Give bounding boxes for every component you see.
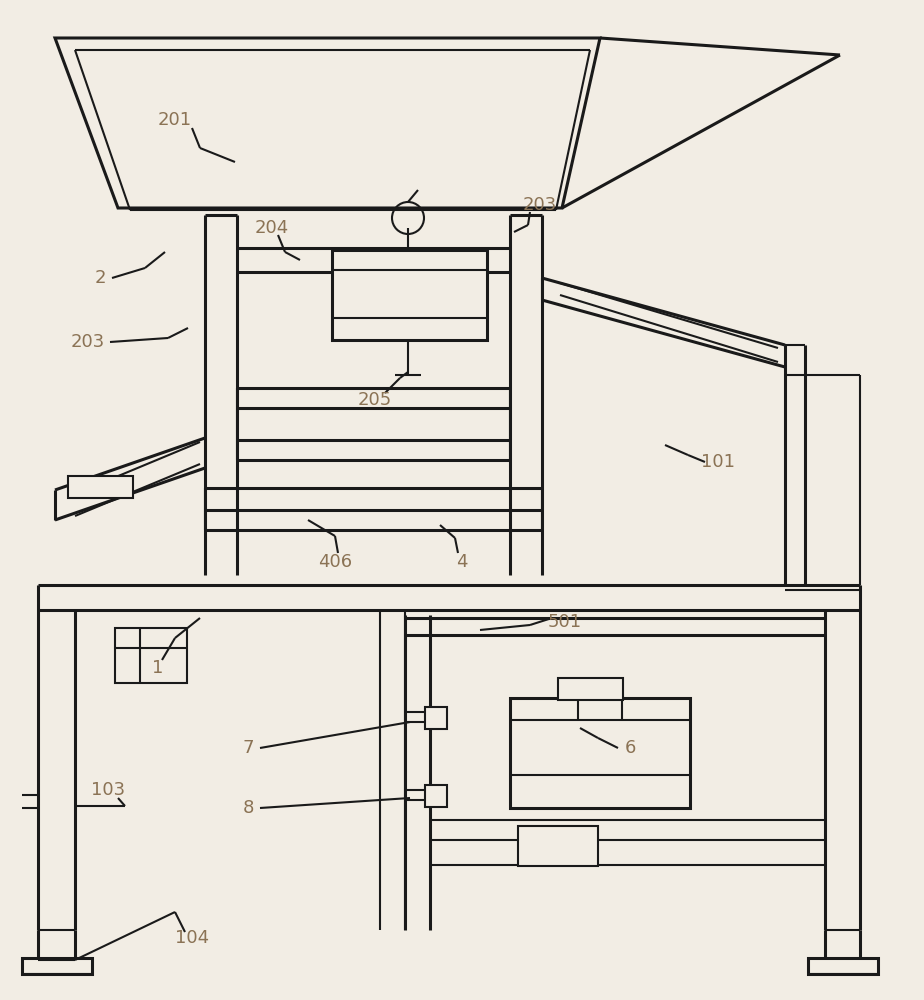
Bar — [808, 958, 878, 974]
Text: 8: 8 — [242, 799, 254, 817]
Text: 201: 201 — [158, 111, 192, 129]
Text: 406: 406 — [318, 553, 352, 571]
Text: 6: 6 — [625, 739, 636, 757]
Text: 104: 104 — [175, 929, 209, 947]
Text: 205: 205 — [358, 391, 392, 409]
Text: 103: 103 — [91, 781, 125, 799]
Bar — [332, 250, 487, 340]
Bar — [510, 698, 690, 808]
Text: 501: 501 — [548, 613, 582, 631]
Bar — [68, 476, 133, 498]
Text: 2: 2 — [94, 269, 105, 287]
Text: 203: 203 — [523, 196, 557, 214]
Bar — [425, 707, 447, 729]
Text: 203: 203 — [71, 333, 105, 351]
Text: 1: 1 — [152, 659, 164, 677]
Bar — [22, 958, 92, 974]
Polygon shape — [55, 38, 600, 208]
Text: 4: 4 — [456, 553, 468, 571]
Bar — [518, 826, 598, 866]
Text: 7: 7 — [242, 739, 254, 757]
Text: 101: 101 — [701, 453, 735, 471]
Bar — [425, 785, 447, 807]
Text: 204: 204 — [255, 219, 289, 237]
Bar — [558, 678, 623, 700]
Bar — [115, 628, 187, 683]
